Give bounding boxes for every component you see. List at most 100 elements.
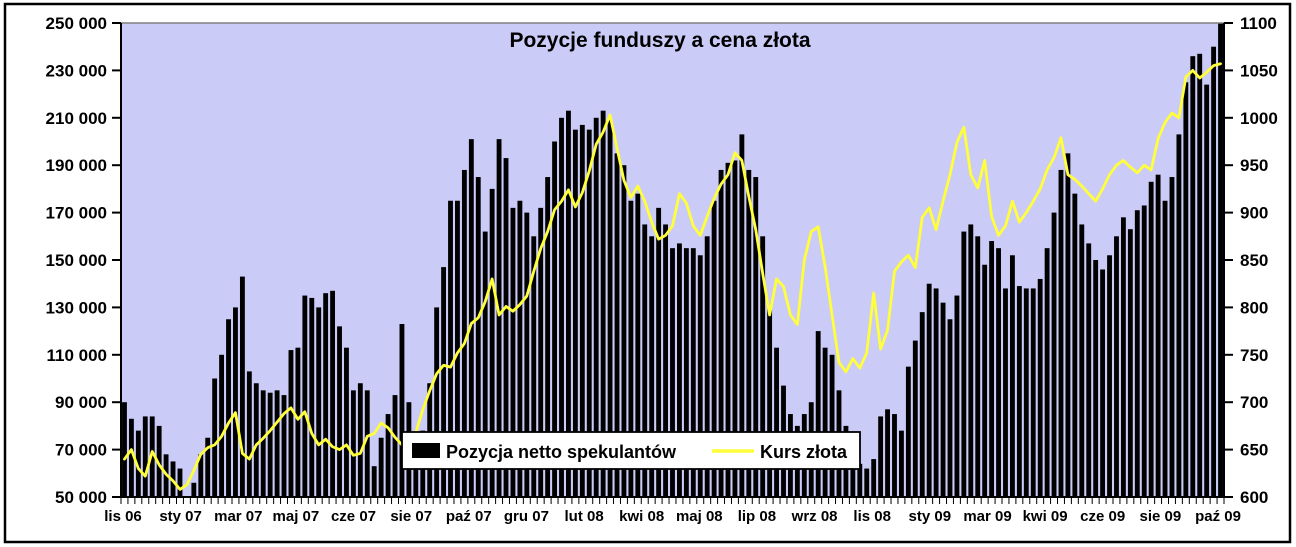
bar — [531, 236, 537, 498]
bar — [1176, 134, 1182, 497]
right-axis-tick-label: 1000 — [1240, 109, 1278, 128]
bar — [177, 468, 183, 497]
x-axis-tick-label: mar 09 — [963, 508, 1011, 525]
bar — [961, 231, 967, 497]
bar — [649, 236, 655, 498]
bar — [122, 402, 127, 497]
bar — [253, 383, 259, 497]
bar — [1197, 53, 1203, 498]
x-axis-tick-label: gru 07 — [504, 508, 549, 525]
bar — [697, 255, 703, 497]
x-axis-tick-label: maj 08 — [676, 508, 723, 525]
bar — [850, 461, 856, 497]
bar — [670, 248, 675, 497]
x-axis-tick-label: paź 09 — [1195, 508, 1241, 525]
bar — [940, 302, 946, 497]
bar — [226, 319, 231, 497]
bar — [1023, 288, 1029, 497]
bar — [857, 463, 863, 497]
bar — [198, 454, 204, 497]
bar — [385, 414, 391, 497]
x-axis-tick-label: maj 07 — [273, 508, 320, 525]
left-axis-tick-label: 210 000 — [46, 109, 107, 128]
bar — [212, 378, 218, 497]
bar — [1120, 217, 1126, 497]
bar — [1169, 177, 1175, 498]
bar — [1155, 174, 1161, 497]
bar — [260, 390, 266, 497]
bar — [725, 162, 731, 497]
bar — [364, 390, 370, 497]
bar — [656, 207, 662, 498]
bar — [1009, 255, 1015, 497]
bar — [947, 319, 953, 497]
bar — [357, 383, 363, 497]
bar — [545, 177, 551, 498]
left-axis-tick-label: 150 000 — [46, 251, 107, 270]
x-axis-tick-label: wrz 08 — [791, 508, 838, 525]
bar — [614, 153, 620, 497]
bar — [975, 236, 981, 498]
bar — [559, 117, 564, 498]
left-axis-tick-label: 170 000 — [46, 204, 107, 223]
bar — [156, 425, 162, 497]
bar — [1100, 269, 1106, 497]
bar — [815, 331, 821, 497]
bar — [968, 224, 974, 497]
bar — [878, 416, 884, 497]
bar — [760, 236, 766, 498]
x-axis-tick-label: kwi 08 — [619, 508, 664, 525]
bar — [219, 354, 225, 497]
right-axis-tick-label: 1050 — [1240, 61, 1278, 80]
bar — [1127, 229, 1133, 497]
bar — [524, 212, 530, 497]
bar — [690, 248, 696, 497]
bar — [1114, 236, 1119, 498]
bar — [392, 395, 398, 497]
x-axis-tick-label: sty 07 — [159, 508, 202, 525]
bar — [482, 231, 488, 497]
right-axis-tick-label: 950 — [1240, 156, 1268, 175]
bar — [1141, 205, 1147, 498]
bar — [288, 350, 294, 497]
x-axis-tick-label: paź 07 — [446, 508, 492, 525]
bar — [496, 139, 502, 497]
bar — [233, 307, 238, 497]
bar — [1107, 255, 1112, 497]
bar — [1037, 278, 1043, 497]
bar — [434, 307, 440, 497]
bar — [475, 177, 481, 498]
right-axis-tick-label: 850 — [1240, 251, 1268, 270]
bar — [330, 290, 336, 497]
left-axis-tick-label: 110 000 — [46, 346, 107, 365]
bar — [246, 371, 252, 497]
bar — [892, 414, 897, 497]
chart-title: Pozycje funduszy a cena złota — [509, 29, 810, 52]
bar — [510, 207, 516, 498]
bar — [552, 141, 557, 497]
bar — [718, 169, 724, 497]
bar — [1065, 153, 1071, 497]
bar — [538, 207, 544, 498]
left-axis-tick-label: 250 000 — [46, 14, 107, 33]
bar — [468, 139, 474, 497]
x-axis-tick-label: cze 07 — [331, 508, 376, 525]
bar — [899, 430, 904, 497]
bar — [566, 110, 571, 497]
bar — [579, 124, 585, 497]
bar — [1051, 212, 1057, 497]
right-axis-tick-label: 900 — [1240, 204, 1268, 223]
bar — [1162, 200, 1168, 497]
bar — [905, 366, 911, 497]
bar — [989, 241, 995, 497]
legend-line-series-label: Kurs złota — [760, 442, 848, 462]
x-axis-tick-label: lut 08 — [565, 508, 604, 525]
bar — [350, 390, 356, 497]
bar — [586, 129, 592, 497]
right-axis-tick-label: 750 — [1240, 346, 1268, 365]
x-axis-tick-label: sie 09 — [1140, 508, 1182, 525]
bar — [954, 295, 960, 497]
legend-bar-series-label: Pozycja netto spekulantów — [446, 442, 677, 462]
bar — [1190, 56, 1196, 498]
